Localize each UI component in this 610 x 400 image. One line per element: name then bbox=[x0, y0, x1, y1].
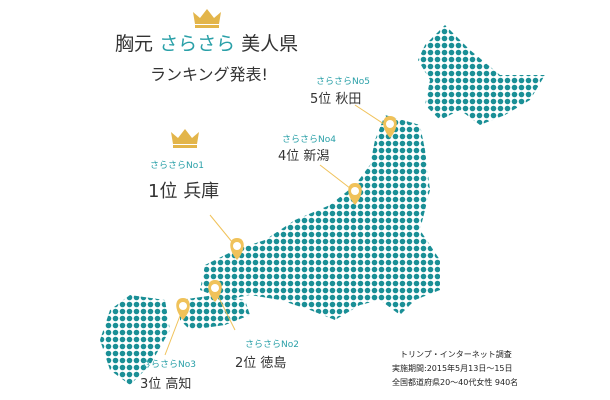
rank-label: さらさらNo2 bbox=[245, 339, 299, 350]
rank-label: さらさらNo4 bbox=[282, 134, 336, 145]
rank-name: 2位 徳島 bbox=[235, 356, 286, 371]
crown bbox=[193, 9, 221, 28]
rank-label: さらさらNo5 bbox=[316, 76, 370, 87]
rank-name: 4位 新潟 bbox=[278, 148, 329, 164]
rank-name: 3位 高知 bbox=[140, 376, 191, 392]
rank-label: さらさらNo1 bbox=[150, 160, 204, 171]
crown bbox=[171, 129, 199, 148]
rank-name: 1位 兵庫 bbox=[148, 181, 219, 202]
note: 全国都道府県20〜40代女性 940名 bbox=[392, 377, 518, 387]
subtitle: ランキング発表! bbox=[150, 65, 268, 84]
note: トリンプ・インターネット調査 bbox=[400, 349, 512, 359]
rank-name: 5位 秋田 bbox=[310, 92, 361, 107]
note: 実施期間:2015年5月13日〜15日 bbox=[392, 363, 513, 373]
rank-label: さらさらNo3 bbox=[142, 359, 196, 370]
japan-map bbox=[100, 25, 545, 385]
title: 胸元 さらさら 美人県 bbox=[115, 33, 298, 55]
